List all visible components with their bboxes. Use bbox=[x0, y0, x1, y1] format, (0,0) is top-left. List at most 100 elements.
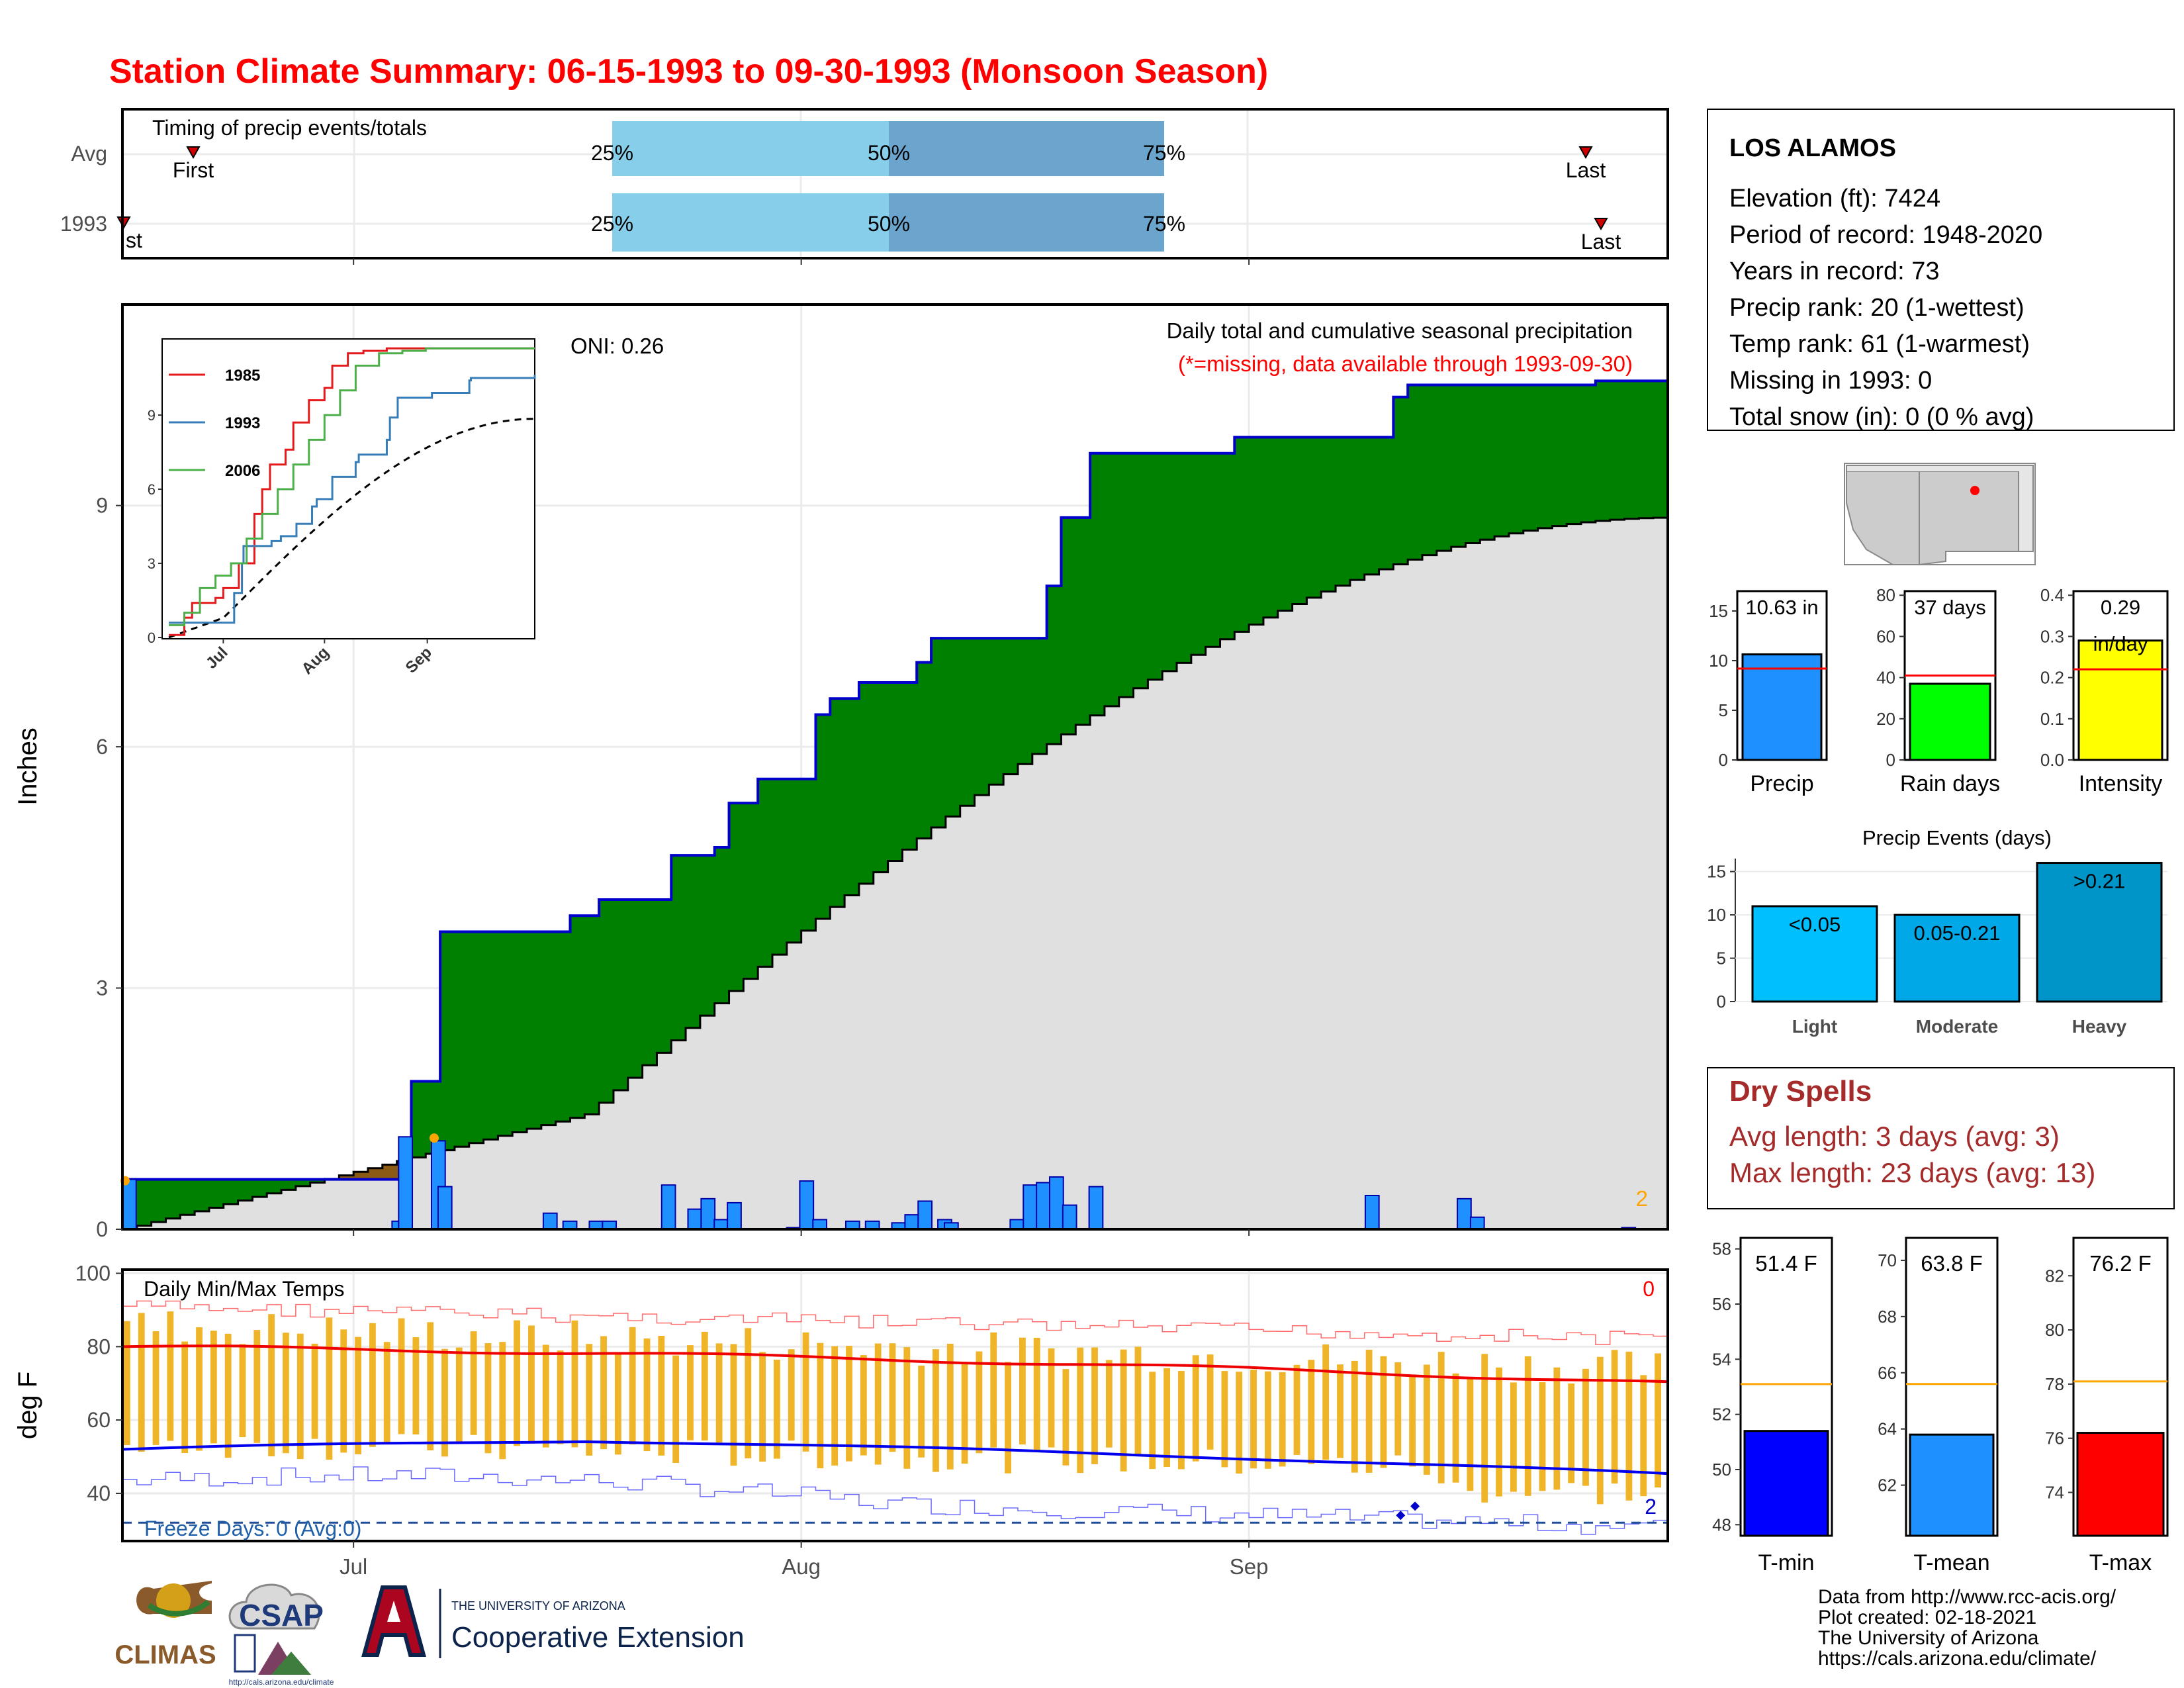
daily-temp-bar-10 bbox=[268, 1314, 275, 1457]
daily-precip-bar-0 bbox=[122, 1178, 137, 1230]
cumulative-diff-104 bbox=[1624, 381, 1639, 519]
mini-chart-ytick-3: 15 bbox=[1709, 601, 1728, 621]
mini-chart-ytick-2: 40 bbox=[1876, 668, 1895, 688]
timing-1993-last-marker bbox=[1594, 218, 1608, 231]
timing-avg-pct-50: 50% bbox=[868, 141, 910, 165]
cumulative-diff-23 bbox=[454, 931, 470, 1147]
daily-precip-bar-11 bbox=[700, 1197, 716, 1230]
station-info-line-1: Period of record: 1948-2020 bbox=[1729, 221, 2042, 249]
daily-precip-bar-29 bbox=[1088, 1186, 1104, 1231]
daily-temp-bar-38 bbox=[672, 1355, 680, 1464]
daily-temp-bar-83 bbox=[1322, 1344, 1330, 1460]
cumulative-diff-80 bbox=[1277, 437, 1293, 611]
cumulative-diff-68 bbox=[1104, 453, 1120, 706]
daily-temp-bar-13 bbox=[311, 1343, 318, 1439]
timing-avg-bar-25-50 bbox=[612, 121, 889, 176]
daily-temp-bar-23 bbox=[455, 1347, 463, 1442]
daily-temp-bar-75 bbox=[1206, 1354, 1214, 1450]
mini-chart-precip: 10.63 in 0 5 10 15 Precip bbox=[1709, 590, 1828, 796]
temp-box-label: T-min bbox=[1758, 1550, 1815, 1575]
daily-precip-bar-25 bbox=[1023, 1184, 1038, 1231]
cumulative-diff-66 bbox=[1075, 517, 1091, 725]
cumulative-diff-42 bbox=[729, 803, 744, 992]
mini-chart-ytick-2: 0.2 bbox=[2040, 668, 2064, 688]
daily-temp-bar-102 bbox=[1596, 1356, 1604, 1505]
cumulative-diff-58 bbox=[960, 638, 976, 806]
daily-precip-bar-5 bbox=[542, 1212, 558, 1230]
cumulative-diff-96 bbox=[1508, 385, 1524, 534]
daily-temp-bar-8 bbox=[239, 1344, 246, 1438]
cumulative-diff-56 bbox=[931, 638, 946, 827]
cumulative-diff-95 bbox=[1494, 385, 1510, 537]
mini-chart-ytick-3: 60 bbox=[1876, 626, 1895, 646]
daily-precip-bar-27 bbox=[1049, 1176, 1064, 1231]
cumulative-diff-7 bbox=[223, 1179, 239, 1205]
daily-temp-bar-93 bbox=[1467, 1377, 1474, 1491]
temp-title: Daily Min/Max Temps bbox=[144, 1277, 344, 1301]
temp-ytick-40: 40 bbox=[87, 1481, 111, 1505]
daily-temp-bar-90 bbox=[1424, 1364, 1430, 1475]
cumulative-diff-39 bbox=[686, 855, 701, 1028]
events-category-heavy: Heavy bbox=[2072, 1016, 2127, 1037]
mini-chart-ytick-2: 10 bbox=[1709, 651, 1728, 671]
cumulative-diff-54 bbox=[902, 682, 917, 850]
cumulative-diff-53 bbox=[887, 682, 903, 861]
daily-temp-bar-67 bbox=[1091, 1347, 1098, 1464]
precip-panel-border bbox=[121, 303, 1669, 1231]
avg-cumulative-area bbox=[122, 518, 1668, 1229]
mini-chart-ytick-0: 0 bbox=[1886, 750, 1895, 770]
mini-chart-label: Rain days bbox=[1900, 771, 2000, 796]
cumulative-diff-74 bbox=[1191, 453, 1206, 655]
daily-temp-bar-74 bbox=[1192, 1355, 1199, 1462]
daily-temp-bar-39 bbox=[687, 1345, 694, 1440]
temp-box-ytick-2: 66 bbox=[1878, 1363, 1897, 1383]
temp-ytick-100: 100 bbox=[75, 1262, 111, 1286]
cumulative-diff-89 bbox=[1408, 385, 1423, 560]
mini-chart-ytick-1: 20 bbox=[1876, 709, 1895, 729]
mini-chart-bar bbox=[1741, 653, 1823, 761]
temp-box-t-min: 51.4 F 48 50 52 54 56 58 T-min bbox=[1712, 1237, 1833, 1575]
daily-temp-bar-64 bbox=[1048, 1348, 1055, 1448]
temp-box-ytick-0: 48 bbox=[1712, 1515, 1731, 1534]
daily-temp-bar-52 bbox=[874, 1343, 882, 1465]
mini-chart-rain-days: 37 days 0 20 40 60 80 Rain days bbox=[1876, 585, 2000, 796]
cumulative-diff-50 bbox=[844, 698, 860, 896]
temp-box-label: T-max bbox=[2089, 1550, 2152, 1575]
temperature-summary-charts: 51.4 F 48 50 52 54 56 58 T-min 63.8 F 62 64 66 68 70 T… bbox=[1712, 1237, 2169, 1575]
cumulative-diff-65 bbox=[1061, 517, 1076, 735]
mini-chart-value-unit: in/day bbox=[2093, 632, 2148, 655]
cumulative-diff-101 bbox=[1581, 385, 1596, 523]
daily-precip-bar-24 bbox=[1009, 1219, 1025, 1230]
precip-ylabel: Inches bbox=[13, 727, 42, 806]
daily-temp-bar-0 bbox=[124, 1321, 130, 1446]
mini-chart-ytick-4: 0.4 bbox=[2040, 585, 2064, 605]
daily-precip-bar-26 bbox=[1036, 1182, 1051, 1230]
cumulative-diff-70 bbox=[1133, 453, 1148, 688]
cumulative-diff-79 bbox=[1263, 437, 1279, 618]
neighbor-states bbox=[1846, 465, 2034, 552]
cumulative-diff-83 bbox=[1321, 437, 1336, 592]
timing-1993-bar-25-50 bbox=[612, 193, 889, 252]
cumulative-diff-61 bbox=[1003, 638, 1019, 774]
figure-title: Station Climate Summary: 06-15-1993 to 0… bbox=[109, 52, 1268, 91]
cumulative-diff-47 bbox=[801, 778, 817, 931]
ua-small-text: THE UNIVERSITY OF ARIZONA bbox=[451, 1599, 625, 1613]
daily-temp-bar-6 bbox=[210, 1331, 217, 1444]
daily-temp-bar-47 bbox=[802, 1332, 809, 1452]
logos: CLIMAS CSAP http://cals.arizona.edu/clim… bbox=[114, 1581, 745, 1687]
daily-temp-bar-31 bbox=[571, 1320, 578, 1448]
footer-line-1: Data from http://www.rcc-acis.org/ bbox=[1818, 1586, 2116, 1608]
daily-temp-bar-63 bbox=[1033, 1337, 1040, 1452]
daily-temp-bar-85 bbox=[1351, 1360, 1358, 1473]
daily-temp-bar-18 bbox=[383, 1342, 390, 1444]
daily-temp-bar-72 bbox=[1163, 1368, 1171, 1467]
daily-temp-bar-58 bbox=[961, 1363, 968, 1464]
timing-panel: Timing of precip events/totals 25% 50% 7… bbox=[60, 108, 1669, 259]
temp-ylabel: deg F bbox=[13, 1372, 42, 1439]
cumulative-diff-18 bbox=[382, 1164, 398, 1180]
daily-temp-bar-61 bbox=[1005, 1362, 1011, 1474]
temp-box-ytick-4: 56 bbox=[1712, 1294, 1731, 1314]
timing-1993-bar-50-75 bbox=[889, 193, 1164, 252]
daily-temp-bar-106 bbox=[1655, 1353, 1661, 1488]
